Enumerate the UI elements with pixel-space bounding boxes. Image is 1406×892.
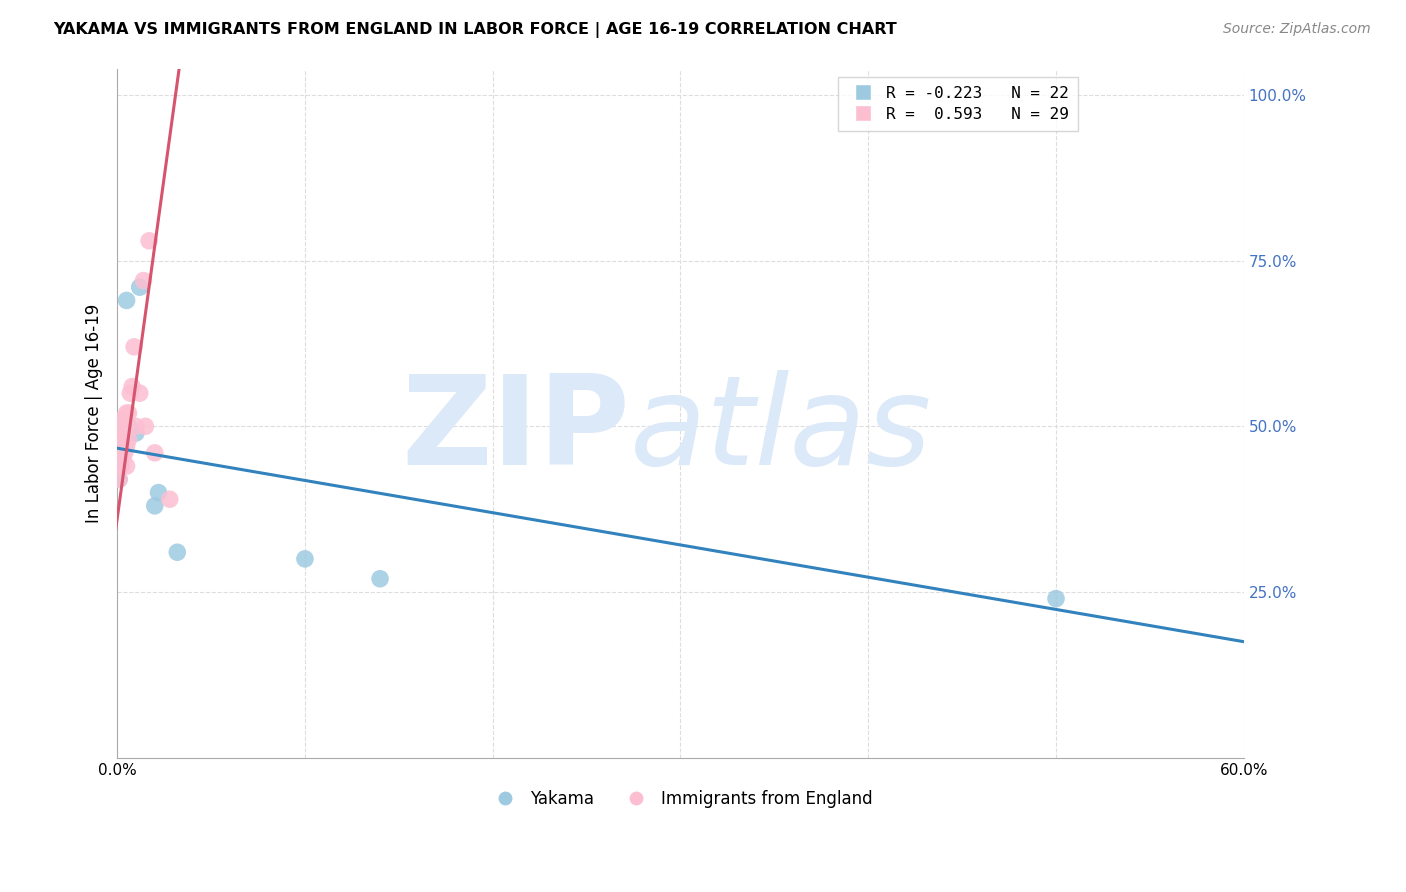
Point xyxy=(120,386,142,401)
Point xyxy=(110,459,132,474)
Point xyxy=(117,433,139,447)
Point xyxy=(122,340,145,354)
Point xyxy=(108,433,131,447)
Point xyxy=(110,425,132,440)
Point xyxy=(125,419,148,434)
Legend: Yakama, Immigrants from England: Yakama, Immigrants from England xyxy=(482,783,879,814)
Point xyxy=(114,419,136,434)
Point xyxy=(143,499,166,513)
Point xyxy=(166,545,188,559)
Point xyxy=(114,419,136,434)
Point xyxy=(115,419,138,434)
Point xyxy=(115,439,138,453)
Point xyxy=(108,446,131,460)
Point xyxy=(138,234,160,248)
Point xyxy=(108,433,131,447)
Point xyxy=(294,552,316,566)
Point xyxy=(108,419,131,434)
Point xyxy=(114,439,136,453)
Point xyxy=(108,472,131,486)
Point xyxy=(159,492,181,507)
Point xyxy=(108,459,131,474)
Point xyxy=(110,413,132,427)
Point xyxy=(128,280,150,294)
Point xyxy=(108,446,131,460)
Y-axis label: In Labor Force | Age 16-19: In Labor Force | Age 16-19 xyxy=(86,303,103,523)
Point xyxy=(111,452,134,467)
Point xyxy=(110,419,132,434)
Point xyxy=(108,459,131,474)
Point xyxy=(143,446,166,460)
Point xyxy=(128,386,150,401)
Text: atlas: atlas xyxy=(630,370,932,491)
Point xyxy=(148,485,170,500)
Point xyxy=(117,406,139,420)
Point xyxy=(115,406,138,420)
Point xyxy=(121,379,143,393)
Point xyxy=(110,439,132,453)
Text: Source: ZipAtlas.com: Source: ZipAtlas.com xyxy=(1223,22,1371,37)
Point xyxy=(132,274,155,288)
Point xyxy=(110,446,132,460)
Point xyxy=(111,433,134,447)
Point xyxy=(115,293,138,308)
Point xyxy=(368,572,391,586)
Point xyxy=(110,459,132,474)
Point xyxy=(115,459,138,474)
Point xyxy=(111,439,134,453)
Text: ZIP: ZIP xyxy=(401,370,630,491)
Point xyxy=(1045,591,1067,606)
Point xyxy=(125,425,148,440)
Point xyxy=(117,419,139,434)
Point xyxy=(111,419,134,434)
Point xyxy=(108,419,131,434)
Point xyxy=(134,419,156,434)
Point xyxy=(114,446,136,460)
Point xyxy=(108,472,131,486)
Text: YAKAMA VS IMMIGRANTS FROM ENGLAND IN LABOR FORCE | AGE 16-19 CORRELATION CHART: YAKAMA VS IMMIGRANTS FROM ENGLAND IN LAB… xyxy=(53,22,897,38)
